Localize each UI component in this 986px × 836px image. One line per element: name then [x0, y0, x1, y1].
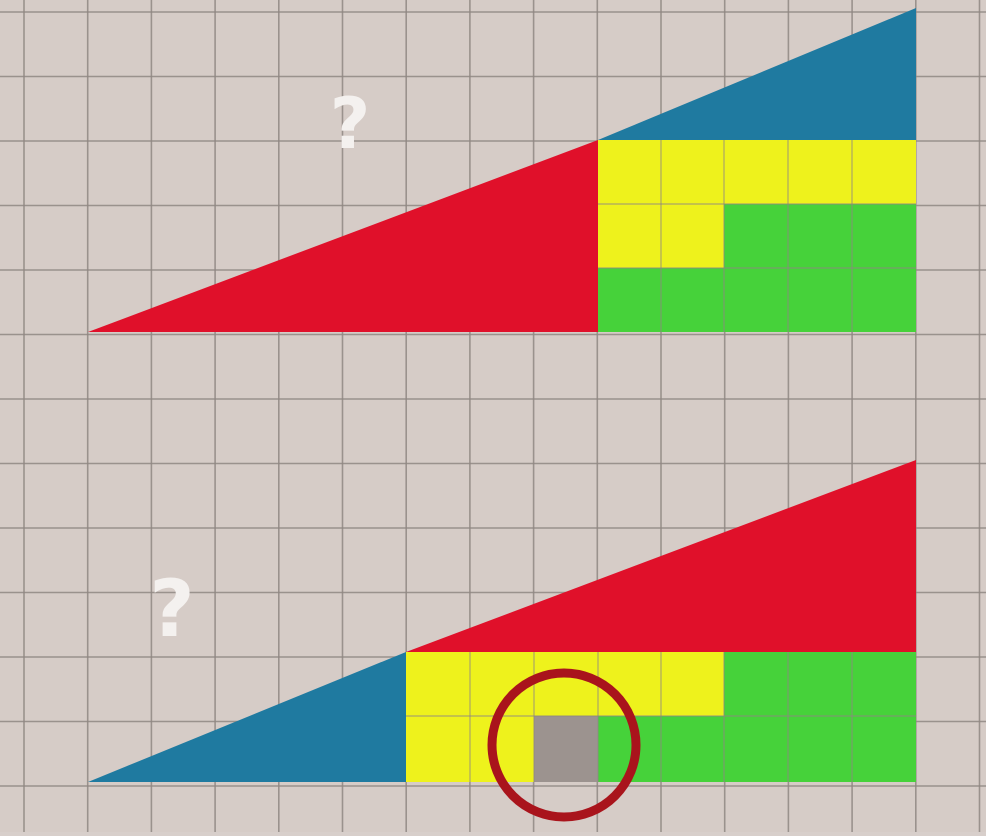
- lower-yellow-block: [406, 652, 724, 782]
- upper-red-triangle: [88, 140, 598, 332]
- lower-green-block: [598, 652, 916, 782]
- upper-blue-triangle: [598, 8, 916, 140]
- lower-red-triangle: [406, 460, 916, 652]
- question-mark-upper: ?: [330, 83, 371, 165]
- upper-arrangement: [88, 8, 916, 332]
- lower-arrangement: [88, 460, 916, 822]
- highlight-circle: [487, 668, 641, 822]
- question-mark-lower: ?: [149, 565, 194, 655]
- lower-cell-lines: [406, 652, 916, 782]
- upper-cell-lines: [598, 140, 916, 332]
- lower-blue-triangle: [88, 652, 406, 782]
- missing-square: [534, 716, 598, 782]
